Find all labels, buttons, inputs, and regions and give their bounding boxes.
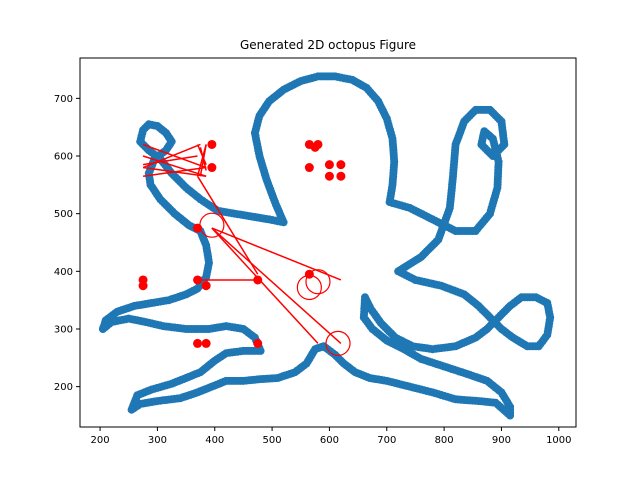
overlay-marker (138, 281, 148, 291)
x-tick-label: 900 (492, 435, 511, 446)
overlay-circle (325, 330, 351, 356)
overlay-marker (324, 171, 334, 181)
overlay-segment (142, 155, 207, 177)
overlay-marker (253, 338, 263, 348)
overlay-segment (211, 227, 319, 344)
plot-content (98, 72, 555, 420)
x-tick-label: 800 (435, 435, 454, 446)
overlay-marker (193, 338, 203, 348)
x-axis: 200 300 400 500 600 700 800 900 1000 (91, 427, 572, 446)
overlay-marker (336, 160, 346, 170)
x-tick-label: 300 (148, 435, 167, 446)
overlay-marker (324, 160, 334, 170)
overlay-circle (199, 212, 225, 238)
overlay-marker (207, 163, 217, 173)
y-tick-label: 600 (54, 152, 73, 163)
x-tick-label: 200 (91, 435, 110, 446)
overlay-circle (296, 274, 322, 301)
y-tick-label: 200 (54, 382, 73, 393)
overlay-segment (211, 227, 342, 344)
outline-point (276, 217, 285, 226)
chart-title: Generated 2D octopus Figure (240, 38, 416, 52)
y-tick-label: 700 (54, 94, 73, 105)
y-axis: 200 300 400 500 600 700 (54, 94, 80, 393)
overlay-marker (304, 163, 314, 173)
overlay-circle (305, 269, 331, 295)
y-tick-label: 500 (54, 209, 73, 220)
x-tick-label: 1000 (546, 435, 571, 446)
x-tick-label: 700 (377, 435, 396, 446)
overlay-marker (201, 281, 211, 291)
y-tick-label: 300 (54, 324, 73, 335)
overlay-segment (142, 155, 198, 166)
overlay-marker (201, 338, 211, 348)
overlay-marker (193, 275, 203, 285)
overlay-segment (211, 227, 342, 281)
overlay-marker (310, 142, 320, 152)
overlay-marker (253, 275, 263, 285)
overlay-segment (196, 175, 259, 275)
overlay-segment (142, 166, 207, 177)
overlay-segment (142, 143, 207, 169)
overlay-segment (199, 144, 207, 177)
overlay-marker (207, 139, 217, 149)
plot-frame (79, 57, 577, 428)
x-tick-label: 500 (263, 435, 282, 446)
x-tick-label: 400 (205, 435, 224, 446)
y-tick-label: 400 (54, 267, 73, 278)
x-tick-label: 600 (320, 435, 339, 446)
overlay-marker (336, 171, 346, 181)
